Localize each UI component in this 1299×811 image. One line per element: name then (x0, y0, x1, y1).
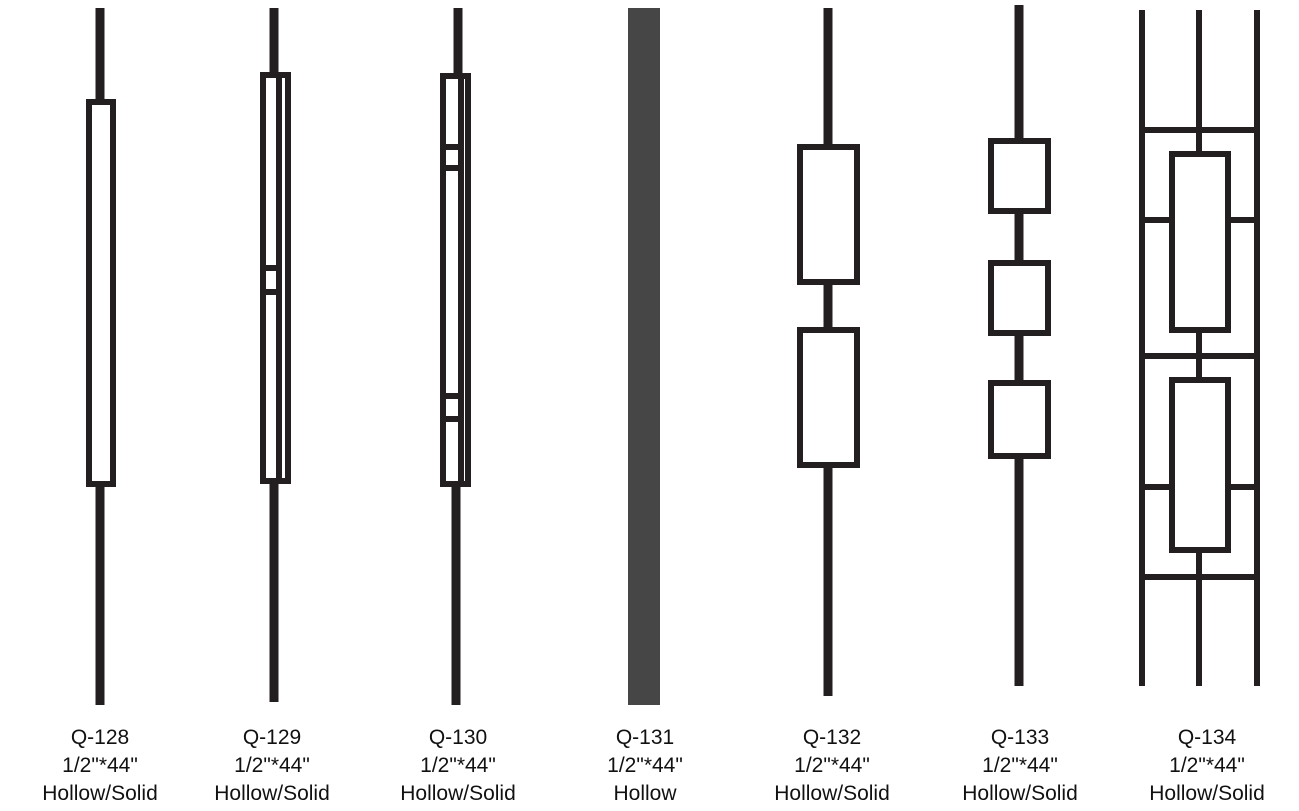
product-size: 1/2"*44" (607, 754, 683, 777)
product-size: 1/2"*44" (982, 754, 1058, 777)
product-type: Hollow/Solid (1149, 782, 1265, 805)
product-code: Q-129 (243, 726, 301, 749)
baluster-q132 (797, 8, 860, 696)
baluster-q130 (440, 8, 471, 705)
product-size: 1/2"*44" (1169, 754, 1245, 777)
product-type: Hollow/Solid (42, 782, 158, 805)
product-code: Q-132 (803, 726, 861, 749)
product-size: 1/2"*44" (420, 754, 496, 777)
product-type: Hollow (613, 782, 677, 805)
product-code: Q-134 (1178, 726, 1237, 749)
baluster-q134 (1139, 10, 1260, 686)
product-size: 1/2"*44" (62, 754, 138, 777)
product-size: 1/2"*44" (234, 754, 310, 777)
product-size: 1/2"*44" (794, 754, 870, 777)
product-code: Q-128 (71, 726, 129, 749)
product-code: Q-131 (616, 726, 674, 749)
baluster-q133 (988, 5, 1051, 686)
product-code: Q-133 (991, 726, 1049, 749)
baluster-q129 (260, 8, 291, 702)
product-type: Hollow/Solid (774, 782, 890, 805)
product-type: Hollow/Solid (962, 782, 1078, 805)
baluster-q131 (628, 8, 660, 705)
product-code: Q-130 (429, 726, 487, 749)
product-type: Hollow/Solid (400, 782, 516, 805)
product-type: Hollow/Solid (214, 782, 330, 805)
baluster-q128 (86, 8, 116, 705)
